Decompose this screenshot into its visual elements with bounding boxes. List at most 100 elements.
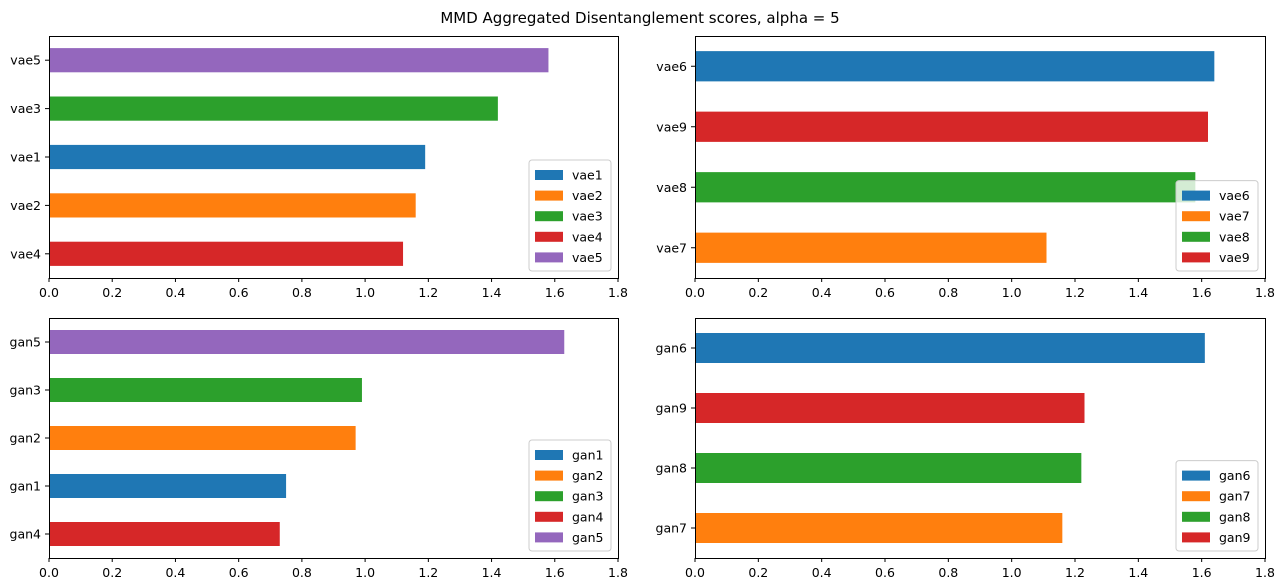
xtick-label: 1.4 (482, 285, 502, 300)
xtick-label: 1.0 (355, 565, 375, 580)
xtick-label: 1.8 (1255, 565, 1275, 580)
legend: gan1 gan2 gan3 gan4 gan5 (528, 439, 612, 552)
xtick-label: 0.6 (875, 565, 895, 580)
ytick-label: gan3 (10, 383, 41, 398)
legend-label-vae1: vae1 (572, 168, 603, 183)
ytick-label: vae6 (656, 59, 687, 74)
xtick-label: 1.6 (1192, 565, 1212, 580)
legend-box (1175, 180, 1259, 272)
bar-vae1 (49, 144, 426, 170)
xtick-label: 1.6 (545, 285, 565, 300)
subplot-1: vae4 vae2 vae1 vae3 vae5 0.0 0.2 0.4 0.6 0.8 1.0 1.… (10, 36, 628, 300)
ytick-label: vae2 (10, 198, 41, 213)
bar-vae3 (49, 96, 498, 121)
legend-label-gan8: gan8 (1219, 509, 1251, 524)
bar-gan2 (49, 426, 356, 450)
axes-frame (49, 36, 619, 279)
legend: vae6 vae7 vae8 vae9 (1175, 180, 1259, 272)
legend-label-gan7: gan7 (1219, 489, 1250, 504)
xtick-label: 1.6 (1192, 285, 1212, 300)
axes-frame (695, 36, 1266, 279)
xtick-label: 0.0 (685, 285, 705, 300)
ytick-label: gan4 (10, 527, 42, 542)
axes-frame (49, 318, 619, 559)
legend-swatch-vae3 (535, 211, 563, 222)
bar-gan7 (695, 513, 1063, 543)
ytick-label: vae1 (10, 150, 41, 165)
legend-box (1175, 460, 1259, 552)
legend-label-gan2: gan2 (572, 468, 603, 483)
figure-title: MMD Aggregated Disentanglement scores, a… (440, 9, 840, 27)
legend-swatch-vae1 (535, 170, 563, 180)
ytick-label: vae5 (10, 53, 41, 68)
legend-label-vae8: vae8 (1219, 229, 1250, 244)
xtick-label: 0.0 (685, 565, 705, 580)
xtick-label: 1.4 (482, 565, 502, 580)
xtick-label: 0.8 (292, 565, 312, 580)
legend-swatch-vae7 (1182, 211, 1210, 222)
subplot-2: vae7 vae8 vae9 vae6 0.0 0.2 0.4 0.6 0.8 1.0 1.2 1.4… (656, 36, 1275, 300)
xtick-label: 0.8 (938, 565, 958, 580)
xtick-label: 0.4 (812, 285, 832, 300)
ytick-label: vae9 (656, 119, 687, 134)
bar-gan8 (695, 453, 1082, 483)
bar-vae6 (695, 51, 1215, 82)
bar-gan4 (49, 522, 280, 546)
bar-gan9 (695, 393, 1085, 423)
axes-frame (695, 318, 1266, 559)
legend-swatch-vae8 (1182, 231, 1210, 242)
bar-vae5 (49, 48, 549, 73)
ytick-label: gan7 (656, 521, 687, 536)
legend-box (528, 159, 612, 272)
legend-label-gan1: gan1 (572, 448, 603, 463)
legend-swatch-gan8 (1182, 511, 1210, 522)
xtick-label: 1.0 (1002, 285, 1022, 300)
bar-vae8 (695, 172, 1196, 203)
xtick-label: 0.2 (102, 565, 122, 580)
bar-gan3 (49, 378, 362, 402)
legend-label-vae3: vae3 (572, 209, 603, 224)
legend-label-vae5: vae5 (572, 250, 603, 265)
legend-swatch-gan1 (535, 450, 563, 460)
xtick-label: 1.8 (608, 285, 628, 300)
xtick-label: 1.4 (1128, 565, 1148, 580)
xtick-label: 1.2 (418, 285, 438, 300)
legend-label-vae4: vae4 (572, 229, 603, 244)
legend-swatch-vae6 (1182, 190, 1210, 201)
xtick-label: 0.4 (165, 285, 185, 300)
ytick-label: gan5 (10, 335, 41, 350)
xtick-label: 0.8 (292, 285, 312, 300)
xtick-label: 1.4 (1128, 285, 1148, 300)
xtick-label: 0.6 (229, 565, 249, 580)
ytick-label: gan1 (10, 479, 41, 494)
legend-label-gan5: gan5 (572, 530, 603, 545)
legend-label-gan6: gan6 (1219, 468, 1251, 483)
ytick-label: gan2 (10, 431, 41, 446)
xtick-label: 1.0 (1002, 565, 1022, 580)
bar-gan1 (49, 474, 287, 498)
legend-label-vae9: vae9 (1219, 250, 1250, 265)
legend-label-gan9: gan9 (1219, 530, 1251, 545)
legend-swatch-gan5 (535, 532, 563, 543)
ytick-label: gan9 (656, 401, 688, 416)
ytick-label: vae4 (10, 246, 41, 261)
bar-gan6 (695, 333, 1205, 363)
legend-swatch-gan6 (1182, 470, 1210, 481)
bar-vae9 (695, 111, 1208, 142)
xtick-label: 0.4 (165, 565, 185, 580)
legend-label-gan3: gan3 (572, 489, 603, 504)
legend-swatch-vae9 (1182, 252, 1210, 263)
ytick-label: gan6 (656, 341, 688, 356)
legend-label-gan4: gan4 (572, 509, 604, 524)
legend-label-vae2: vae2 (572, 188, 603, 203)
xtick-label: 0.8 (938, 285, 958, 300)
legend-label-vae7: vae7 (1219, 209, 1250, 224)
legend-swatch-gan7 (1182, 491, 1210, 502)
xtick-label: 1.0 (355, 285, 375, 300)
ytick-label: vae3 (10, 101, 41, 116)
ytick-label: gan8 (656, 461, 688, 476)
bar-vae4 (49, 241, 404, 266)
legend-swatch-gan4 (535, 511, 563, 522)
subplot-4: gan7 gan8 gan9 gan6 0.0 0.2 0.4 0.6 0.8 1.0 1.2 1.4… (656, 318, 1275, 580)
